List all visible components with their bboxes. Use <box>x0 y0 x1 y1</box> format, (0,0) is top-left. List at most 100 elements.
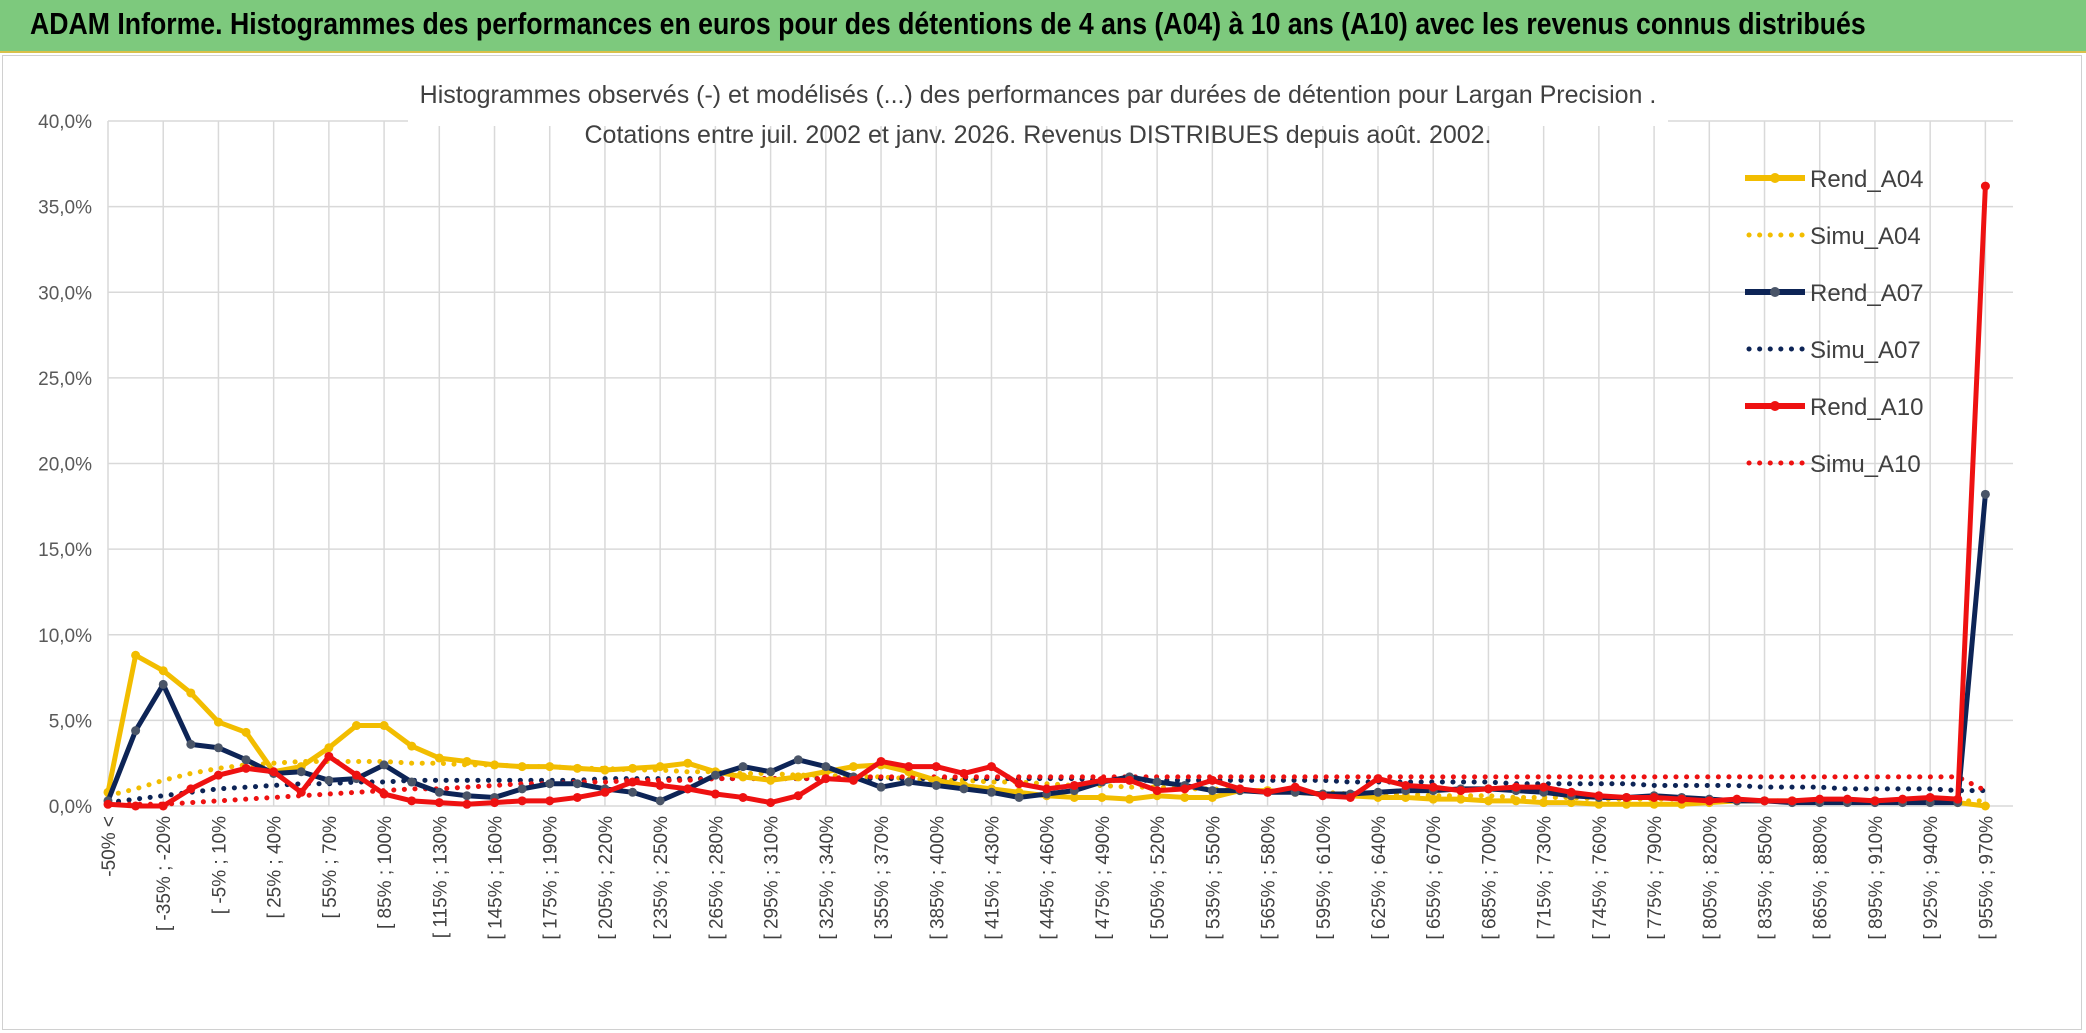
point-rend-a07 <box>793 755 803 765</box>
point-rend-a10 <box>986 762 996 772</box>
point-rend-a10 <box>1014 779 1024 789</box>
point-rend-a10 <box>296 787 306 797</box>
point-rend-a04 <box>324 743 334 753</box>
point-rend-a10 <box>848 775 858 785</box>
point-rend-a07 <box>434 787 444 797</box>
point-rend-a04 <box>1125 794 1135 804</box>
point-rend-a10 <box>683 784 693 794</box>
point-rend-a10 <box>1677 794 1687 804</box>
point-rend-a04 <box>1401 792 1411 802</box>
point-rend-a04 <box>1566 798 1576 808</box>
point-rend-a10 <box>1704 796 1714 806</box>
point-rend-a10 <box>269 767 279 777</box>
point-rend-a10 <box>1566 787 1576 797</box>
legend-label: Rend_A04 <box>1810 166 1923 193</box>
y-axis-ticks: 0,0% 5,0% 10,0% 15,0% 20,0% 25,0% 30,0% 35,0% 40… <box>38 112 92 818</box>
point-rend-a04 <box>1428 794 1438 804</box>
x-tick-label: [ 475% ; 490% <box>1093 816 1114 940</box>
x-tick-label: [ 925% ; 940% <box>1921 816 1942 940</box>
point-rend-a04 <box>738 772 748 782</box>
x-tick-label: [ 865% ; 880% <box>1811 816 1832 940</box>
y-tick-label: 15,0% <box>38 540 92 561</box>
point-rend-a04 <box>683 758 693 768</box>
point-rend-a10 <box>545 796 555 806</box>
point-rend-a04 <box>131 650 141 660</box>
point-rend-a10 <box>186 784 196 794</box>
point-rend-a07 <box>876 782 886 792</box>
series-layer <box>103 181 1990 811</box>
x-tick-label: [ 715% ; 730% <box>1535 816 1556 940</box>
point-rend-a04 <box>407 741 417 751</box>
legend-marker <box>1770 173 1780 183</box>
report-title: ADAM Informe. Histogrammes des performan… <box>30 6 1866 41</box>
point-rend-a10 <box>1263 787 1273 797</box>
point-rend-a04 <box>1207 792 1217 802</box>
point-rend-a10 <box>379 789 389 799</box>
point-rend-a04 <box>1649 799 1659 809</box>
x-tick-label: [ 595% ; 610% <box>1314 816 1335 940</box>
point-rend-a10 <box>131 801 141 811</box>
x-tick-label: [ 145% ; 160% <box>486 816 507 940</box>
point-rend-a07 <box>324 775 334 785</box>
x-tick-label: [ 895% ; 910% <box>1866 816 1887 940</box>
point-rend-a10 <box>1760 796 1770 806</box>
point-rend-a10 <box>793 791 803 801</box>
point-rend-a04 <box>1456 794 1466 804</box>
point-rend-a07 <box>1207 786 1217 796</box>
point-rend-a10 <box>1345 792 1355 802</box>
point-rend-a10 <box>1180 784 1190 794</box>
point-rend-a10 <box>1732 794 1742 804</box>
x-tick-label: -50% < <box>99 816 120 877</box>
x-tick-label: [ 385% ; 400% <box>927 816 948 940</box>
point-rend-a04 <box>600 765 610 775</box>
point-rend-a04 <box>793 772 803 782</box>
x-tick-label: [ 205% ; 220% <box>596 816 617 940</box>
point-rend-a10 <box>1483 784 1493 794</box>
legend-marker <box>1770 287 1780 297</box>
point-rend-a04 <box>628 763 638 773</box>
point-rend-a10 <box>1456 786 1466 796</box>
point-rend-a07 <box>545 779 555 789</box>
x-tick-label: [ 445% ; 460% <box>1038 816 1059 940</box>
y-tick-label: 5,0% <box>49 711 92 732</box>
point-rend-a10 <box>655 780 665 790</box>
point-rend-a10 <box>490 798 500 808</box>
point-rend-a10 <box>1842 794 1852 804</box>
x-tick-label: [ 25% ; 40% <box>265 816 286 919</box>
y-tick-label: 0,0% <box>49 797 92 818</box>
point-rend-a04 <box>545 762 555 772</box>
point-rend-a04 <box>848 762 858 772</box>
y-tick-label: 20,0% <box>38 455 92 476</box>
point-rend-a10 <box>738 792 748 802</box>
point-rend-a04 <box>490 760 500 770</box>
point-rend-a04 <box>1594 799 1604 809</box>
report-banner: ADAM Informe. Histogrammes des performan… <box>0 0 2086 53</box>
point-rend-a04 <box>1511 796 1521 806</box>
point-rend-a07 <box>628 787 638 797</box>
point-rend-a07 <box>572 779 582 789</box>
x-tick-label: [ 175% ; 190% <box>541 816 562 940</box>
chart-grid <box>107 120 2013 807</box>
point-rend-a10 <box>1373 774 1383 784</box>
x-tick-label: [ 535% ; 550% <box>1203 816 1224 940</box>
point-rend-a07 <box>131 726 141 736</box>
legend-label: Simu_A04 <box>1810 223 1921 250</box>
x-tick-label: [ -5% ; 10% <box>209 816 230 914</box>
point-rend-a07 <box>241 755 251 765</box>
point-rend-a07 <box>407 777 417 787</box>
point-rend-a10 <box>1898 794 1908 804</box>
x-tick-label: [ 625% ; 640% <box>1369 816 1390 940</box>
point-rend-a07 <box>655 796 665 806</box>
point-rend-a10 <box>213 770 223 780</box>
legend-label: Rend_A10 <box>1810 394 1923 421</box>
point-rend-a10 <box>821 774 831 784</box>
point-rend-a10 <box>876 756 886 766</box>
point-rend-a10 <box>1511 782 1521 792</box>
x-tick-label: [ 295% ; 310% <box>762 816 783 940</box>
chart-frame: 0,0% 5,0% 10,0% 15,0% 20,0% 25,0% 30,0% 35,0% 40… <box>2 55 2082 1030</box>
point-rend-a10 <box>1152 786 1162 796</box>
point-rend-a10 <box>1787 796 1797 806</box>
point-rend-a10 <box>1125 775 1135 785</box>
point-rend-a04 <box>462 756 472 766</box>
point-rend-a04 <box>1069 792 1079 802</box>
